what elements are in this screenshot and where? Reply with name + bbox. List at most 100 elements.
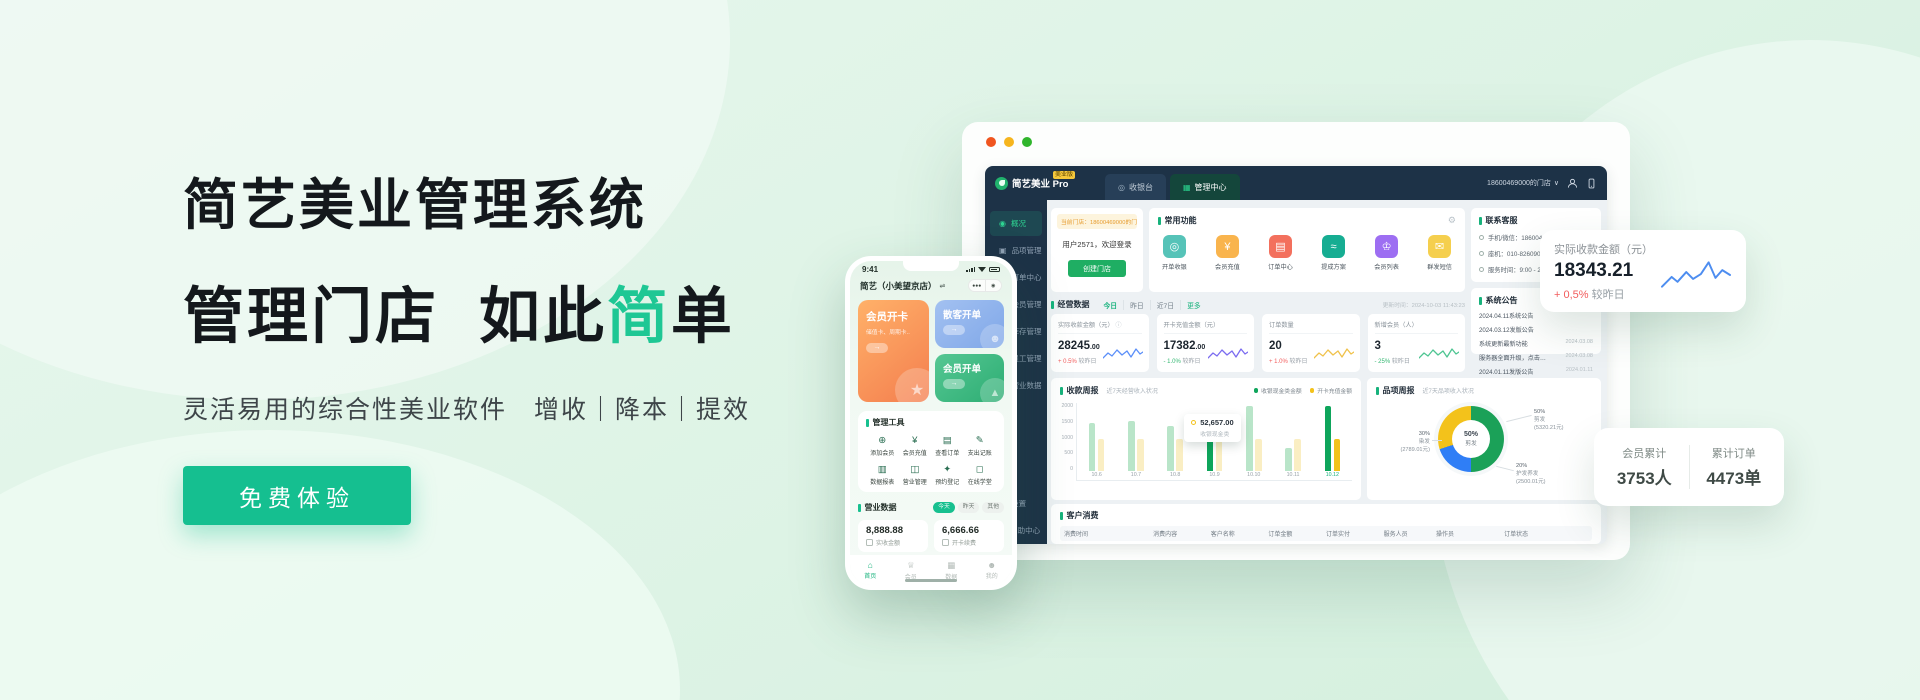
phone-tab[interactable]: ☻ 我的 xyxy=(972,555,1013,585)
legend-dot-icon xyxy=(1253,388,1259,393)
close-dot-icon[interactable] xyxy=(986,137,996,147)
sidebar-item-label: 品项管理 xyxy=(1011,246,1042,255)
quick-function-label: 会员列表 xyxy=(1374,264,1399,271)
action-title: 会员开卡 xyxy=(866,311,908,323)
weekly-chart-subtitle: 近7天经营收入状况 xyxy=(1106,389,1158,395)
maximize-dot-icon[interactable] xyxy=(1022,137,1032,147)
donut-ring: 50% 剪发 xyxy=(1438,406,1504,472)
announcement-row[interactable]: 系统更新最新功能 2024.03.08 xyxy=(1479,339,1593,348)
stat-delta: + 1.0% 较昨日 xyxy=(1269,356,1353,365)
quick-function-tile[interactable]: ¥ 会员充值 xyxy=(1215,235,1240,271)
store-switcher[interactable]: 18600469000的门店 ∨ xyxy=(1487,178,1559,188)
bar-group: 10.10 xyxy=(1241,403,1267,480)
period-tabs: 今日 昨日 近7日 更多 xyxy=(1098,299,1207,310)
more-dots-icon[interactable]: ●●● xyxy=(972,282,982,289)
quick-function-tile[interactable]: ▤ 订单中心 xyxy=(1268,235,1293,271)
nav-tab[interactable]: ▦ 管理中心 xyxy=(1169,174,1240,200)
create-store-button[interactable]: 创建门店 xyxy=(1068,260,1126,277)
app-navbar: 简艺美业 Pro 美业版 ◎ 收银台 ▦ 管理中心 xyxy=(985,166,1607,200)
total-label: 累计订单 xyxy=(1711,448,1756,460)
tool-item[interactable]: ✦ 预约登记 xyxy=(931,464,964,486)
legend-dot-icon xyxy=(1309,388,1315,393)
nav-tab[interactable]: ◎ 收银台 xyxy=(1105,174,1166,200)
delta-note: 较昨日 xyxy=(1078,359,1097,365)
tool-icon: ¥ xyxy=(912,435,918,446)
app-logo-name: 简艺美业 Pro xyxy=(1012,179,1069,190)
delta-value: - 1.0% xyxy=(1163,359,1181,365)
sidebar-item[interactable]: ▣ 品项管理 xyxy=(990,238,1042,263)
day-pill[interactable]: 昨天 xyxy=(957,502,980,513)
day-pill[interactable]: 其他 xyxy=(982,502,1004,513)
delta-value: + 0.5% xyxy=(1058,359,1077,365)
member-order-action[interactable]: 会员开单 → ▲ xyxy=(935,354,1004,402)
bar-开卡充值金额-10.11 xyxy=(1294,438,1301,471)
day-pill[interactable]: 今天 xyxy=(933,502,955,513)
announcement-row[interactable]: 2024.04.11系统公告 xyxy=(1479,311,1593,320)
quick-functions-header: 常用功能 ⚙ xyxy=(1158,215,1457,226)
donut-area: 50% 剪发 50% 剪发 (5320.21元) xyxy=(1376,396,1592,488)
total-cell: 累计订单 4473单 xyxy=(1688,445,1779,489)
stat-delta: + 0.5% 较昨日 xyxy=(1058,356,1142,365)
announcement-row[interactable]: 2024.01.11发版公告 2024.01.11 xyxy=(1479,367,1593,376)
y-axis-tick: 2000 xyxy=(1061,403,1073,409)
contact-text: 手机/微信：18600469000 xyxy=(1488,235,1560,242)
stat-label-text: 开卡充值金额（元） xyxy=(1163,322,1220,329)
switch-store-icon[interactable]: ⇌ xyxy=(939,282,946,290)
stat-label-text: 订单数量 xyxy=(1269,322,1294,329)
phone-store-title: 简艺（小美望京店） xyxy=(860,280,937,291)
revenue-label: 实际收款金额（元） xyxy=(1554,244,1653,256)
period-tab[interactable]: 更多 xyxy=(1180,299,1207,310)
phone-tab[interactable]: ▦ 数据 xyxy=(931,555,972,585)
sidebar-item[interactable]: ◉ 概况 xyxy=(990,211,1042,236)
stat-value: 17382.00 xyxy=(1163,340,1206,352)
miniprogram-capsule[interactable]: ●●● ◉ xyxy=(968,279,1002,292)
arrow-icon[interactable]: → xyxy=(943,379,965,389)
walkin-order-action[interactable]: 散客开单 → ☻ xyxy=(935,300,1004,348)
tool-icon: ◻ xyxy=(975,464,984,475)
phone-mockup: 9:41 简艺（小美望京店） ⇌ ●●● ◉ 会员开卡 储值卡、周期卡.. xyxy=(845,256,1017,590)
minimize-dot-icon[interactable] xyxy=(1004,137,1014,147)
phone-tab[interactable]: ♕ 会员 xyxy=(891,555,932,585)
delta-value: + 1.0% xyxy=(1269,359,1288,365)
delta-note: 较昨日 xyxy=(1289,359,1308,365)
tool-item[interactable]: ✎ 支出记账 xyxy=(964,435,997,457)
phone-stat-card: 6,666.66 开卡续费 xyxy=(934,520,1004,552)
quick-function-tile[interactable]: ≈ 提成方案 xyxy=(1321,235,1346,271)
tool-item[interactable]: ◫ 营业管理 xyxy=(899,464,932,486)
battery-icon xyxy=(989,266,1000,273)
announcement-row[interactable]: 2024.03.12发版公告 xyxy=(1479,325,1593,334)
bar-开卡充值金额-10.8 xyxy=(1176,438,1183,471)
quick-function-tile[interactable]: ✉ 群发短信 xyxy=(1427,235,1452,271)
weekly-revenue-chart-card: 收款周报 近7天经营收入状况 收银现金类金额 开卡充值金额 2000 1500 100… xyxy=(1051,378,1361,500)
action-title: 会员开单 xyxy=(943,364,982,375)
arrow-icon[interactable]: → xyxy=(943,325,965,335)
quick-function-tile[interactable]: ◎ 开单收银 xyxy=(1162,235,1187,271)
legend-label: 收银现金类金额 xyxy=(1261,389,1302,395)
quick-function-tile[interactable]: ♔ 会员列表 xyxy=(1374,235,1399,271)
free-trial-button[interactable]: 免费体验 xyxy=(183,466,411,525)
tool-item[interactable]: ¥ 会员充值 xyxy=(899,435,932,457)
user-icon[interactable] xyxy=(1567,178,1578,189)
close-target-icon[interactable]: ◉ xyxy=(984,280,1002,291)
bar-group: 10.11 xyxy=(1280,403,1306,480)
tool-item[interactable]: ▥ 数据报表 xyxy=(866,464,899,486)
phone-tab[interactable]: ⌂ 首页 xyxy=(850,555,891,585)
announcement-row[interactable]: 服务器全面升级，点击… 2024.03.08 xyxy=(1479,353,1593,362)
phone-tab-label: 我的 xyxy=(985,574,998,580)
tool-item[interactable]: ⊕ 添加会员 xyxy=(866,435,899,457)
announcement-text: 服务器全面升级，点击… xyxy=(1479,355,1547,362)
donut-callout-line xyxy=(1496,465,1514,472)
gear-icon[interactable]: ⚙ xyxy=(1447,215,1456,225)
tool-item[interactable]: ▤ 查看订单 xyxy=(931,435,964,457)
sidebar-item-icon: ▣ xyxy=(999,246,1007,255)
phone-icon[interactable] xyxy=(1586,178,1597,189)
info-icon[interactable]: ⓘ xyxy=(1115,322,1122,329)
arrow-icon[interactable]: → xyxy=(866,343,888,353)
tool-item[interactable]: ◻ 在线学堂 xyxy=(964,464,997,486)
period-tab[interactable]: 昨日 xyxy=(1123,299,1150,310)
member-open-card-action[interactable]: 会员开卡 储值卡、周期卡.. → ★ xyxy=(858,300,929,402)
period-tab[interactable]: 今日 xyxy=(1103,302,1118,310)
period-tab[interactable]: 近7日 xyxy=(1149,299,1180,310)
home-indicator[interactable] xyxy=(905,579,957,582)
